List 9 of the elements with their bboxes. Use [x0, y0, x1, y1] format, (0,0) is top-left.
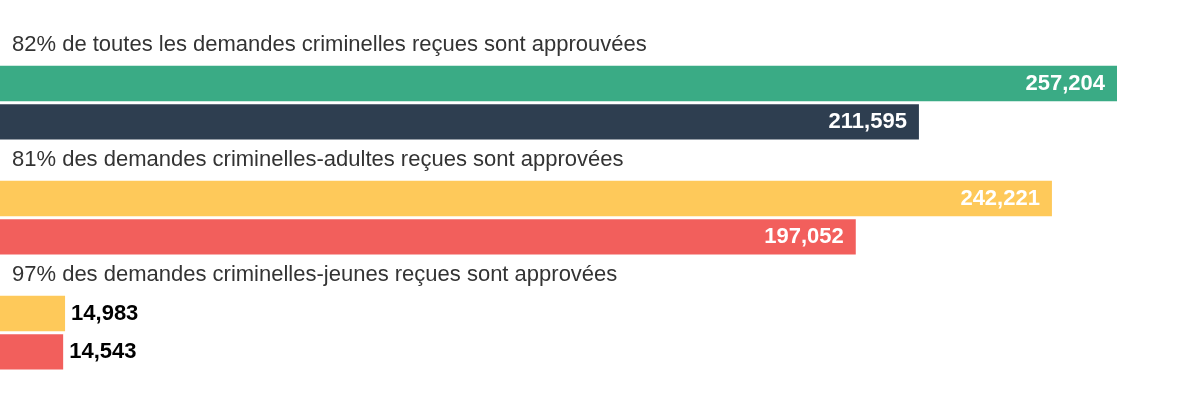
annotation: 97% des demandes criminelles-jeunes reçues sont approvées	[12, 261, 618, 287]
data-label: 14,983	[71, 299, 139, 325]
data-label: 211,595	[828, 107, 907, 133]
data-label: 257,204	[1025, 69, 1106, 95]
data-label: 197,052	[764, 222, 844, 248]
data-label: 242,221	[960, 184, 1040, 210]
annotation: 81% des demandes criminelles-adultes reçues sont approvées	[12, 146, 624, 172]
data-label: 14,543	[69, 337, 137, 363]
annotation: 82% de toutes les demandes criminelles reçues sont approuvées	[12, 31, 647, 57]
